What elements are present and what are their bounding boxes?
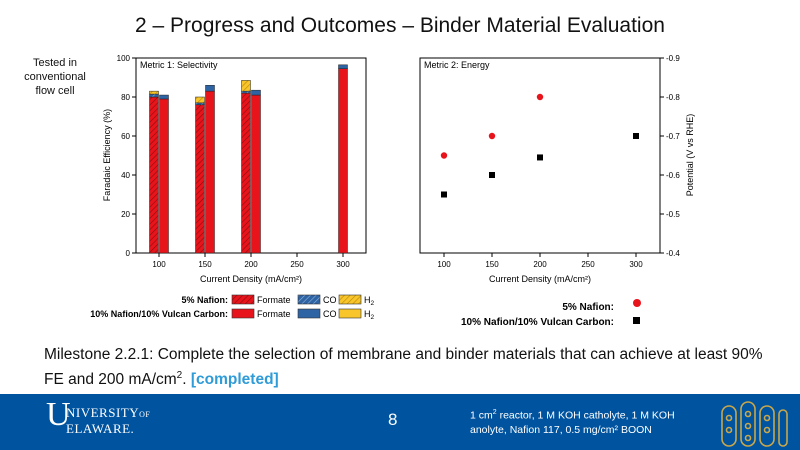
milestone-text: Milestone 2.2.1: Complete the selection … bbox=[44, 344, 764, 390]
x-tick-label: 100 bbox=[152, 260, 166, 269]
legend-label-h2: H2 bbox=[364, 295, 375, 307]
x-tick-label: 200 bbox=[533, 260, 547, 269]
y-tick-label: 20 bbox=[121, 210, 130, 219]
bar-segment-co-200 bbox=[251, 89, 261, 96]
y-tick-label: 60 bbox=[121, 132, 130, 141]
page-number: 8 bbox=[388, 410, 398, 429]
x-tick-label: 300 bbox=[629, 260, 643, 269]
x-tick-label: 150 bbox=[485, 260, 499, 269]
test-condition-note: Tested in conventional flow cell bbox=[24, 57, 86, 97]
scatter-point-square bbox=[633, 133, 639, 139]
legend-marker-square bbox=[633, 317, 640, 324]
bar-segment-co-150 bbox=[205, 85, 215, 92]
bar-segment-formate-100 bbox=[159, 98, 169, 254]
milestone-period: . bbox=[182, 371, 191, 389]
y-tick-label: 0 bbox=[126, 249, 131, 258]
slide-title: 2 – Progress and Outcomes – Binder Mater… bbox=[135, 14, 665, 37]
bar-segment-h2-150 bbox=[195, 96, 205, 104]
legend-series-5-nafion: 5% Nafion: bbox=[562, 302, 614, 313]
y-tick-label: -0.8 bbox=[666, 93, 680, 102]
legend-row-10-nafion: 10% Nafion/10% Vulcan Carbon: bbox=[90, 309, 228, 319]
bar-segment-co-200 bbox=[241, 90, 251, 94]
legend-marker-circle bbox=[633, 299, 641, 307]
milestone-status: [completed] bbox=[190, 371, 279, 389]
footer-note: 1 cm2 reactor, 1 M KOH catholyte, 1 M KO… bbox=[470, 409, 675, 436]
bar-segment-co-100 bbox=[159, 94, 169, 100]
x-tick-label: 150 bbox=[198, 260, 212, 269]
energy-panel-label: Metric 2: Energy bbox=[424, 60, 490, 70]
selectivity-plot-frame bbox=[135, 57, 367, 254]
logo-line-2: ELAWARE. bbox=[66, 421, 135, 436]
scatter-point-circle bbox=[536, 93, 544, 101]
footer-bar: U NIVERSITYOF ELAWARE. 8 1 cm2 reactor, … bbox=[0, 394, 800, 450]
legend-row-5-nafion: 5% Nafion: bbox=[181, 295, 228, 305]
legend-swatch-formate-solid bbox=[231, 308, 255, 319]
x-tick-label: 100 bbox=[437, 260, 451, 269]
scatter-point-square bbox=[489, 172, 495, 178]
legend-swatch-formate-hatched bbox=[231, 294, 255, 305]
legend-swatch-h2-hatched bbox=[338, 294, 362, 305]
x-tick-label: 200 bbox=[244, 260, 258, 269]
bar-segment-co-300 bbox=[338, 64, 348, 69]
legend-label-h2: H2 bbox=[364, 309, 375, 321]
y-tick-label: -0.5 bbox=[666, 210, 680, 219]
bar-segment-formate-200 bbox=[251, 94, 261, 254]
bar-segment-formate-150 bbox=[205, 90, 215, 254]
legend-series-10-nafion: 10% Nafion/10% Vulcan Carbon: bbox=[461, 317, 614, 328]
scatter-point-circle bbox=[488, 132, 496, 140]
y-tick-label: -0.9 bbox=[666, 54, 680, 63]
selectivity-legend: 5% Nafion: 10% Nafion/10% Vulcan Carbon:… bbox=[90, 294, 375, 321]
legend-label-co: CO bbox=[323, 295, 337, 305]
energy-x-axis-label: Current Density (mA/cm²) bbox=[489, 274, 591, 284]
legend-swatch-co-hatched bbox=[297, 294, 321, 305]
milestone-body: Milestone 2.2.1: Complete the selection … bbox=[44, 346, 763, 389]
bar-segment-h2-100 bbox=[149, 90, 159, 95]
selectivity-panel-label: Metric 1: Selectivity bbox=[140, 60, 218, 70]
energy-y-axis-label: Potential (V vs RHE) bbox=[685, 114, 695, 197]
charts-canvas: Metric 1: Selectivity 0 20 40 60 80 100 100 15… bbox=[90, 54, 695, 328]
bar-segment-formate-100 bbox=[149, 96, 159, 254]
scatter-point-square bbox=[537, 154, 543, 161]
y-tick-label: 40 bbox=[121, 171, 130, 180]
y-tick-label: 100 bbox=[117, 54, 131, 63]
energy-legend: 5% Nafion: 10% Nafion/10% Vulcan Carbon: bbox=[461, 299, 641, 328]
selectivity-y-axis-label: Faradaic Efficiency (%) bbox=[102, 109, 112, 201]
legend-swatch-co-solid bbox=[297, 308, 321, 319]
milestone-superscript: 2 bbox=[176, 370, 183, 381]
bar-segment-formate-300 bbox=[338, 68, 348, 254]
x-tick-label: 250 bbox=[290, 260, 304, 269]
y-tick-label: -0.4 bbox=[666, 249, 680, 258]
y-tick-label: -0.7 bbox=[666, 132, 680, 141]
bar-segment-co-100 bbox=[149, 93, 159, 98]
legend-label-co: CO bbox=[323, 309, 337, 319]
logo-line-1: NIVERSITYOF bbox=[66, 405, 151, 420]
legend-label-formate: Formate bbox=[257, 295, 291, 305]
selectivity-x-axis-label: Current Density (mA/cm²) bbox=[200, 274, 302, 284]
decorative-pattern-icon bbox=[721, 401, 788, 447]
y-tick-label: -0.6 bbox=[666, 171, 680, 180]
bar-segment-formate-150 bbox=[195, 104, 205, 254]
bar-segment-h2-200 bbox=[241, 80, 251, 92]
x-tick-label: 250 bbox=[581, 260, 595, 269]
logo-u: U bbox=[46, 396, 71, 433]
scatter-point-circle bbox=[440, 152, 448, 159]
y-tick-label: 80 bbox=[121, 93, 130, 102]
x-tick-label: 300 bbox=[336, 260, 350, 269]
legend-label-formate: Formate bbox=[257, 309, 291, 319]
scatter-point-square bbox=[441, 191, 447, 198]
legend-swatch-h2-solid bbox=[338, 308, 362, 319]
bar-segment-formate-200 bbox=[241, 92, 251, 254]
bar-segment-co-150 bbox=[195, 102, 205, 106]
